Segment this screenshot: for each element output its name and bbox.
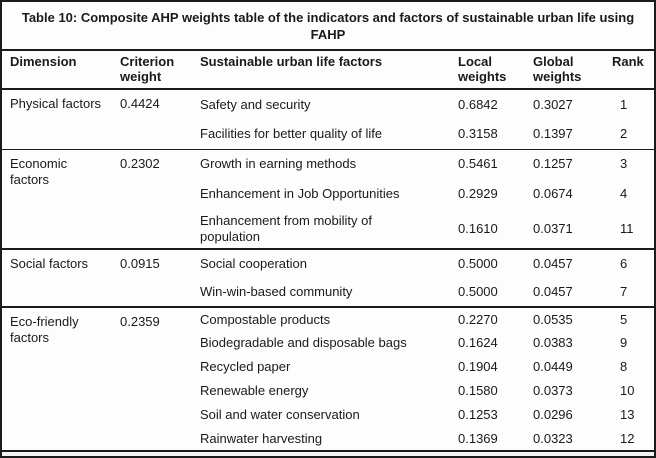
table-row: Social factors 0.0915 Social cooperation… bbox=[2, 249, 654, 278]
rank-cell: 1 bbox=[620, 96, 628, 112]
local-weight-cell: 0.5461 bbox=[458, 156, 498, 172]
dimension-cell: Physical factors bbox=[10, 96, 102, 111]
col-header-global-weights: Global weights bbox=[525, 49, 604, 90]
table-row: Physical factors 0.4424 Safety and secur… bbox=[2, 89, 654, 119]
local-weight-cell: 0.6842 bbox=[458, 96, 498, 112]
ahp-weights-table: Dimension Criterion weight Sustainable u… bbox=[2, 49, 654, 452]
table-caption-line2: FAHP bbox=[310, 27, 346, 42]
table-row: Rainwater harvesting 0.1369 0.0323 12 bbox=[2, 427, 654, 451]
rank-cell: 6 bbox=[620, 256, 628, 271]
criterion-weight-cell: 0.2302 bbox=[120, 155, 160, 171]
col-header-criterion-weight: Criterion weight bbox=[112, 49, 192, 90]
table-caption: Table 10: Composite AHP weights table of… bbox=[2, 2, 654, 43]
rank-cell: 4 bbox=[620, 186, 628, 201]
local-weight-cell: 0.5000 bbox=[458, 256, 498, 271]
factor-cell: Recycled paper bbox=[200, 359, 291, 374]
factor-text: Enhancement from mobility of population bbox=[200, 212, 372, 244]
group-economic-factors: Economic factors 0.2302 Growth in earnin… bbox=[2, 149, 654, 249]
global-weight-cell: 0.0373 bbox=[533, 383, 573, 398]
global-weight-cell: 0.0457 bbox=[533, 256, 573, 271]
local-weight-cell: 0.3158 bbox=[458, 125, 498, 141]
rank-cell: 11 bbox=[620, 220, 634, 236]
rank-cell: 2 bbox=[620, 125, 628, 141]
rank-cell: 7 bbox=[620, 284, 628, 299]
table-row: Enhancement from mobility of population … bbox=[2, 209, 654, 249]
rank-cell: 9 bbox=[620, 335, 628, 350]
criterion-weight-cell: 0.2359 bbox=[120, 314, 160, 329]
table-row: Soil and water conservation 0.1253 0.029… bbox=[2, 403, 654, 427]
table-row: Win-win-based community 0.5000 0.0457 7 bbox=[2, 278, 654, 307]
factor-cell: Facilities for better quality of life bbox=[200, 125, 383, 141]
col-header-local-weights: Local weights bbox=[450, 49, 525, 90]
rank-cell: 10 bbox=[620, 383, 635, 398]
global-weight-cell: 0.0383 bbox=[533, 335, 573, 350]
rank-cell: 5 bbox=[620, 311, 628, 327]
factor-cell: Enhancement from mobility of population bbox=[192, 209, 450, 249]
global-weight-cell: 0.0674 bbox=[533, 186, 573, 201]
factor-cell: Rainwater harvesting bbox=[200, 430, 323, 446]
factor-cell: Social cooperation bbox=[200, 256, 307, 271]
group-physical-factors: Physical factors 0.4424 Safety and secur… bbox=[2, 89, 654, 149]
factor-cell: Soil and water conservation bbox=[200, 407, 360, 422]
rank-cell: 8 bbox=[620, 359, 628, 374]
table-row: Recycled paper 0.1904 0.0449 8 bbox=[2, 355, 654, 379]
factor-cell: Growth in earning methods bbox=[200, 156, 357, 172]
group-eco-friendly-factors: Eco-friendly factors 0.2359 Compostable … bbox=[2, 307, 654, 451]
table-row: Eco-friendly factors 0.2359 Compostable … bbox=[2, 307, 654, 346]
table-header: Dimension Criterion weight Sustainable u… bbox=[2, 49, 654, 90]
col-header-dimension: Dimension bbox=[2, 49, 112, 90]
global-weight-cell: 0.3027 bbox=[533, 96, 573, 112]
page-margin-strip bbox=[2, 452, 654, 456]
rank-cell: 12 bbox=[620, 430, 635, 446]
global-weight-cell: 0.1257 bbox=[533, 156, 573, 172]
group-social-factors: Social factors 0.0915 Social cooperation… bbox=[2, 249, 654, 307]
global-weight-cell: 0.0535 bbox=[533, 311, 573, 327]
global-weight-cell: 0.0457 bbox=[533, 284, 573, 299]
factor-cell: Renewable energy bbox=[200, 383, 309, 398]
local-weight-cell: 0.1580 bbox=[458, 383, 498, 398]
local-weight-cell: 0.1904 bbox=[458, 359, 498, 374]
factor-cell: Enhancement in Job Opportunities bbox=[200, 186, 400, 201]
local-weight-cell: 0.1253 bbox=[458, 407, 498, 422]
table-caption-line1: Table 10: Composite AHP weights table of… bbox=[21, 10, 635, 25]
global-weight-cell: 0.1397 bbox=[533, 125, 573, 141]
table-row: Biodegradable and disposable bags 0.1624… bbox=[2, 331, 654, 355]
dimension-cell: Eco-friendly factors bbox=[10, 314, 79, 345]
local-weight-cell: 0.2929 bbox=[458, 186, 498, 201]
factor-cell: Safety and security bbox=[200, 96, 311, 112]
table-row: Renewable energy 0.1580 0.0373 10 bbox=[2, 379, 654, 403]
table-row: Facilities for better quality of life 0.… bbox=[2, 119, 654, 149]
rank-cell: 13 bbox=[620, 407, 635, 422]
dimension-cell: Social factors bbox=[10, 256, 89, 271]
global-weight-cell: 0.0371 bbox=[533, 220, 573, 236]
col-header-factors: Sustainable urban life factors bbox=[192, 49, 450, 90]
dimension-cell: Economic factors bbox=[10, 155, 68, 187]
global-weight-cell: 0.0296 bbox=[533, 407, 573, 422]
table-header-row: Dimension Criterion weight Sustainable u… bbox=[2, 49, 654, 90]
rank-cell: 3 bbox=[620, 156, 628, 172]
local-weight-cell: 0.5000 bbox=[458, 284, 498, 299]
local-weight-cell: 0.1624 bbox=[458, 335, 498, 350]
table-row: Enhancement in Job Opportunities 0.2929 … bbox=[2, 179, 654, 209]
criterion-weight-cell: 0.0915 bbox=[120, 256, 160, 271]
global-weight-cell: 0.0449 bbox=[533, 359, 573, 374]
factor-cell: Win-win-based community bbox=[200, 284, 353, 299]
factor-cell: Compostable products bbox=[200, 311, 331, 327]
local-weight-cell: 0.1610 bbox=[458, 220, 498, 236]
global-weight-cell: 0.0323 bbox=[533, 430, 573, 446]
col-header-rank: Rank bbox=[604, 49, 654, 90]
criterion-weight-cell: 0.4424 bbox=[120, 96, 160, 111]
local-weight-cell: 0.2270 bbox=[458, 311, 498, 327]
factor-cell: Biodegradable and disposable bags bbox=[200, 335, 407, 350]
local-weight-cell: 0.1369 bbox=[458, 430, 498, 446]
table-row: Economic factors 0.2302 Growth in earnin… bbox=[2, 149, 654, 187]
